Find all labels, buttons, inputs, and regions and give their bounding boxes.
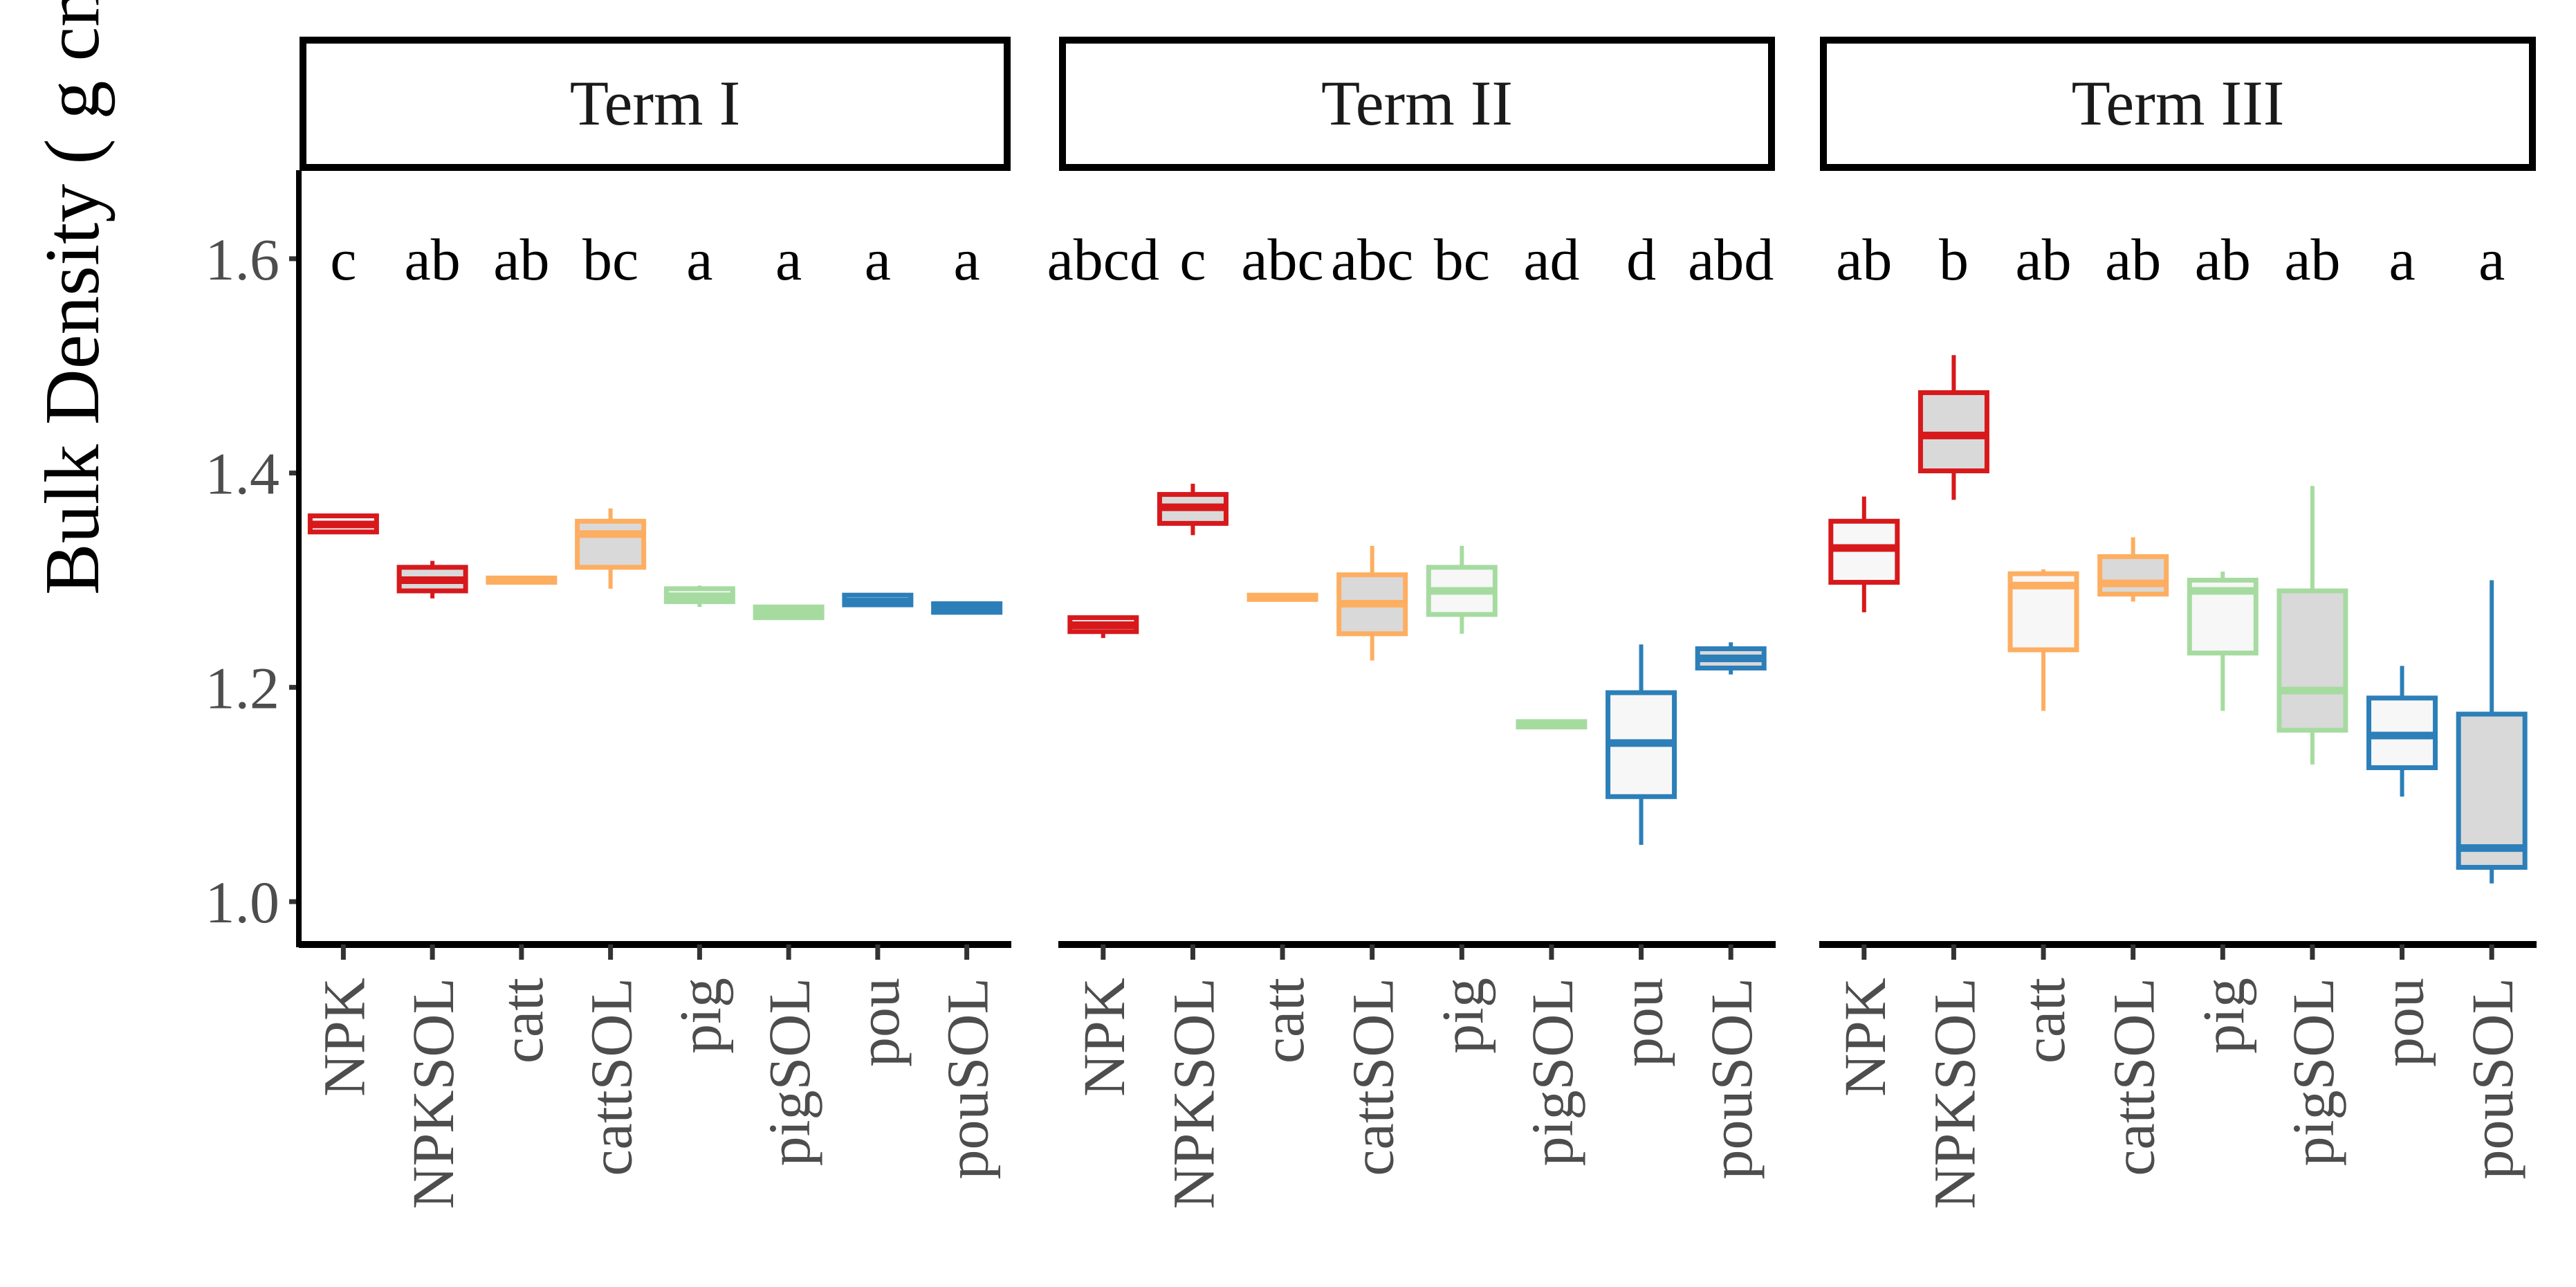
significance-letter: a bbox=[865, 226, 891, 293]
x-tick-label: cattSOL bbox=[578, 978, 645, 1176]
x-tick-label: cattSOL bbox=[2101, 978, 2167, 1176]
significance-letter: abcd bbox=[1047, 226, 1159, 293]
facet-panel: Term I c NPK ab NPKSOL ab catt bc cattSOL a pig a pi… bbox=[299, 37, 1011, 1210]
x-tick-label: NPKSOL bbox=[1921, 978, 1987, 1210]
x-tick-label: cattSOL bbox=[1340, 978, 1406, 1176]
facet-strip-term-i bbox=[300, 37, 1011, 171]
box-iqr bbox=[2276, 588, 2348, 733]
x-tick-label: NPKSOL bbox=[1160, 978, 1226, 1210]
y-tick-label: 1.6 bbox=[205, 226, 280, 293]
x-tick-label: pou bbox=[845, 978, 912, 1067]
significance-letter: abc bbox=[1331, 226, 1413, 293]
significance-letter: ab bbox=[2015, 226, 2071, 293]
facet-title-term-iii: Term III bbox=[2072, 68, 2285, 138]
box-pou bbox=[1606, 644, 1677, 845]
significance-letter: a bbox=[2478, 226, 2505, 293]
x-tick-label: pouSOL bbox=[2459, 978, 2526, 1179]
x-tick-label: pigSOL bbox=[756, 978, 822, 1166]
y-tick-label: 1.2 bbox=[205, 655, 280, 721]
box-pig bbox=[663, 585, 735, 608]
box-iqr bbox=[575, 518, 647, 570]
box-pig bbox=[2187, 572, 2258, 711]
x-tick-label: NPK bbox=[311, 978, 377, 1097]
box-pou bbox=[2366, 666, 2438, 797]
x-tick-label: pig bbox=[667, 978, 733, 1054]
x-tick-label: pig bbox=[2190, 978, 2256, 1054]
box-NPKSOL bbox=[1917, 355, 1989, 500]
x-tick-label: pou bbox=[2370, 978, 2436, 1067]
facet-title-term-i: Term I bbox=[570, 68, 740, 138]
significance-letter: c bbox=[330, 226, 356, 293]
significance-letter: b bbox=[1939, 226, 1969, 293]
box-catt bbox=[1246, 592, 1318, 602]
significance-letter: ab bbox=[405, 226, 461, 293]
significance-letter: abc bbox=[1241, 226, 1323, 293]
box-iqr bbox=[2456, 711, 2528, 870]
significance-letter: a bbox=[954, 226, 980, 293]
significance-letter: ab bbox=[1836, 226, 1892, 293]
box-pouSOL bbox=[1695, 642, 1767, 675]
box-cattSOL bbox=[1336, 545, 1408, 661]
box-pigSOL bbox=[753, 604, 825, 621]
facet-strip-term-ii bbox=[1059, 37, 1775, 171]
box-catt bbox=[2007, 569, 2079, 711]
significance-letter: d bbox=[1626, 226, 1656, 293]
y-axis-title-main: Bulk Density ( g cm bbox=[30, 0, 116, 595]
y-tick-label: 1.4 bbox=[205, 441, 280, 507]
x-tick-label: catt bbox=[489, 978, 555, 1064]
significance-letter: abd bbox=[1688, 226, 1774, 293]
facet-panel: Term III ab NPK b NPKSOL ab catt ab cattSOL ab pig… bbox=[1819, 37, 2537, 1210]
facet-panel: Term II abcd NPK c NPKSOL abc catt abc cattSOL bc… bbox=[1047, 37, 1776, 1210]
significance-letter: bc bbox=[582, 226, 638, 293]
box-pigSOL bbox=[2276, 486, 2348, 765]
significance-letter: ab bbox=[493, 226, 549, 293]
x-tick-label: pigSOL bbox=[2280, 978, 2346, 1166]
box-catt bbox=[486, 575, 558, 585]
x-tick-label: pig bbox=[1429, 978, 1496, 1054]
significance-letter: ad bbox=[1523, 226, 1579, 293]
box-cattSOL bbox=[575, 508, 647, 589]
box-pig bbox=[1426, 545, 1498, 634]
y-axis-title: Bulk Density ( g cm−3 ) bbox=[21, 0, 116, 595]
x-tick-label: catt bbox=[2011, 978, 2077, 1064]
x-tick-label: pouSOL bbox=[1698, 978, 1765, 1179]
significance-letter: ab bbox=[2105, 226, 2161, 293]
significance-letter: ab bbox=[2195, 226, 2251, 293]
box-pou bbox=[842, 592, 914, 608]
box-pigSOL bbox=[1516, 719, 1588, 730]
significance-letter: a bbox=[775, 226, 802, 293]
x-tick-label: NPK bbox=[1832, 978, 1898, 1097]
box-iqr bbox=[2097, 554, 2169, 597]
box-NPKSOL bbox=[396, 560, 468, 599]
x-tick-label: pouSOL bbox=[935, 978, 1001, 1179]
significance-letter: bc bbox=[1434, 226, 1490, 293]
significance-letter: c bbox=[1179, 226, 1206, 293]
significance-letter: ab bbox=[2284, 226, 2340, 293]
x-tick-label: pigSOL bbox=[1519, 978, 1585, 1166]
x-tick-label: catt bbox=[1250, 978, 1316, 1064]
significance-letter: a bbox=[686, 226, 712, 293]
box-pouSOL bbox=[931, 601, 1003, 615]
box-NPK bbox=[1828, 496, 1900, 612]
x-tick-label: NPKSOL bbox=[400, 978, 466, 1210]
x-tick-label: pou bbox=[1609, 978, 1675, 1067]
significance-letter: a bbox=[2389, 226, 2415, 293]
facet-title-term-ii: Term II bbox=[1321, 68, 1513, 138]
box-NPK bbox=[1067, 615, 1139, 639]
box-NPK bbox=[307, 513, 379, 535]
box-cattSOL bbox=[2097, 537, 2169, 602]
facet-strip-term-iii bbox=[1820, 37, 2536, 171]
box-pouSOL bbox=[2456, 580, 2528, 884]
box-NPKSOL bbox=[1157, 484, 1229, 536]
x-tick-label: NPK bbox=[1071, 978, 1137, 1097]
y-tick-label: 1.0 bbox=[205, 869, 280, 935]
